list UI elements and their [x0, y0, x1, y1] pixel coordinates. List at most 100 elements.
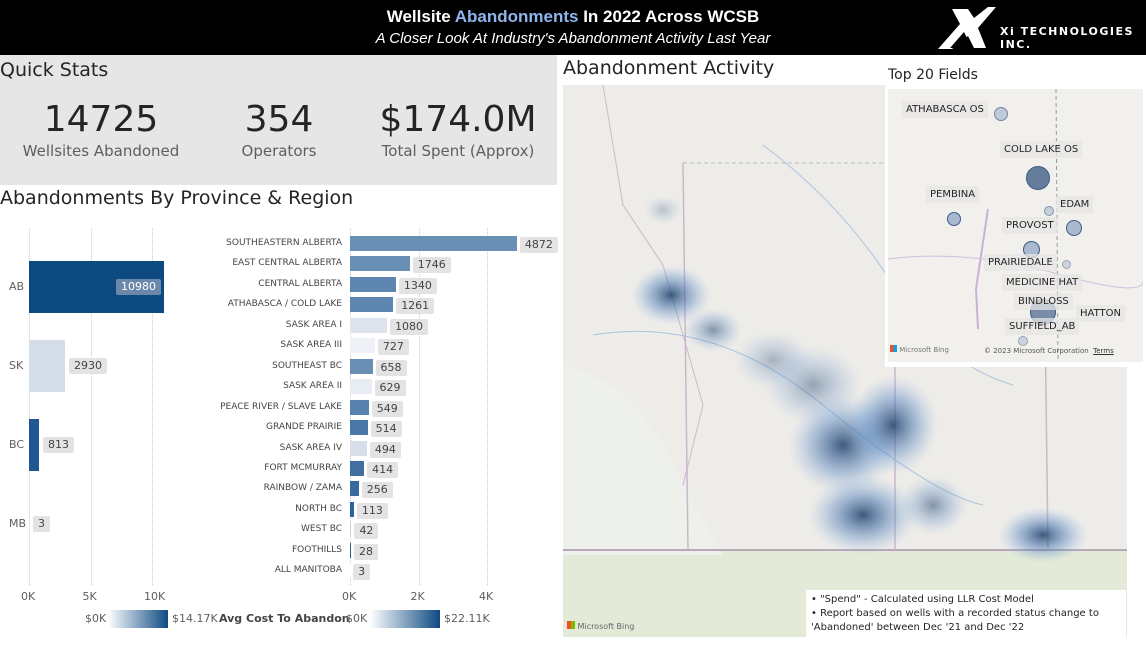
quick-stats-panel: Quick Stats 14725 Wellsites Abandoned 354…	[0, 55, 557, 185]
data-label: 629	[374, 380, 406, 397]
gridline	[29, 228, 30, 585]
gridline	[152, 228, 153, 585]
data-label: 4872	[519, 237, 558, 253]
category-label: SASK AREA I	[285, 319, 342, 330]
data-label: 2930	[69, 358, 108, 374]
x-tick-label: 0K	[21, 590, 36, 603]
x-tick-label: 5K	[82, 590, 97, 603]
stat-label: Total Spent (Approx)	[381, 142, 535, 160]
field-label: ATHABASCA OS	[902, 101, 988, 118]
xi-logo-icon	[938, 7, 996, 49]
gridline	[487, 228, 488, 585]
gridline	[418, 228, 420, 585]
data-label: 3	[33, 516, 51, 532]
region-bar	[350, 276, 396, 292]
x-tick-label: 10K	[144, 590, 166, 603]
region-color-scale	[370, 610, 440, 628]
microsoft-logo-icon	[890, 345, 897, 352]
province-section-title: Abandonments By Province & Region	[0, 187, 354, 209]
category-label: NORTH BC	[295, 503, 342, 514]
stat-total-spent: $174.0M Total Spent (Approx)	[368, 99, 548, 160]
stat-value: 354	[244, 99, 314, 140]
category-label: CENTRAL ALBERTA	[258, 278, 342, 289]
microsoft-logo-icon	[567, 621, 575, 629]
note-text: Report based on wells with a recorded st…	[811, 608, 1099, 633]
data-label: 1340	[398, 277, 437, 294]
category-label: GRANDE PRAIRIE	[266, 422, 342, 433]
data-label: 494	[369, 441, 401, 458]
province-legend-max: $14.17K	[172, 612, 218, 625]
field-label: COLD LAKE OS	[1000, 141, 1083, 158]
data-label: 1746	[412, 257, 451, 274]
category-label: FOOTHILLS	[291, 544, 342, 555]
field-label: SUFFIELD_AB	[1005, 318, 1080, 335]
region-bar	[350, 236, 517, 251]
province-legend-min: $0K	[85, 612, 107, 625]
title-part: Wellsite	[386, 7, 455, 26]
region-bar	[350, 338, 375, 354]
data-label: 3	[353, 564, 371, 581]
note-item: • Report based on wells with a recorded …	[811, 608, 1099, 633]
stat-value: 14725	[43, 99, 159, 140]
field-label: MEDICINE HAT	[1002, 274, 1083, 291]
field-label: PRAIRIEDALE	[984, 254, 1057, 271]
data-label: 514	[370, 421, 402, 438]
region-bar	[350, 399, 369, 415]
category-label: SASK AREA III	[280, 340, 342, 351]
province-color-scale	[108, 610, 168, 628]
category-label: MB	[9, 517, 27, 530]
attribution-text: Microsoft Bing	[899, 346, 949, 354]
dashboard-title: Wellsite Abandonments In 2022 Across WCS…	[0, 7, 1146, 27]
data-label: 1080	[389, 318, 428, 335]
data-label: 42	[354, 523, 379, 540]
region-bar	[350, 420, 368, 436]
note-item: • "Spend" - Calculated using LLR Cost Mo…	[811, 594, 1034, 605]
note-text: "Spend" - Calculated using LLR Cost Mode…	[820, 594, 1034, 605]
category-label: SASK AREA II	[283, 381, 342, 392]
title-highlight: Abandonments	[454, 7, 579, 26]
bar-sk	[29, 340, 66, 392]
terms-link[interactable]: Terms	[1093, 347, 1114, 355]
gridline	[90, 228, 92, 585]
data-label: 10980	[116, 279, 162, 295]
category-label: ALL MANITOBA	[274, 565, 342, 576]
category-label: FORT MCMURRAY	[264, 462, 342, 473]
logo-text: Xi TECHNOLOGIES INC.	[1000, 25, 1134, 51]
data-label: 549	[371, 400, 403, 417]
region-bar	[350, 379, 372, 395]
category-label: EAST CENTRAL ALBERTA	[232, 258, 342, 269]
region-bar	[350, 317, 387, 333]
data-label: 28	[353, 543, 378, 560]
category-label: RAINBOW / ZAMA	[263, 483, 342, 494]
top-fields-map[interactable]: ATHABASCA OS COLD LAKE OS PEMBINA EDAM P…	[888, 89, 1143, 362]
region-bar	[350, 358, 373, 374]
category-label: AB	[9, 280, 25, 293]
stat-operators: 354 Operators	[189, 99, 369, 160]
data-label: 414	[367, 461, 399, 478]
inset-copyright: © 2023 Microsoft Corporation Terms	[984, 347, 1114, 355]
stat-value: $174.0M	[379, 99, 537, 140]
region-bar	[350, 542, 351, 558]
field-label: HATTON	[1076, 305, 1125, 322]
region-legend-min: $0K	[346, 612, 368, 625]
data-label: 727	[377, 339, 409, 356]
data-label: 1261	[396, 298, 435, 315]
stat-label: Wellsites Abandoned	[22, 142, 180, 160]
category-label: PEACE RIVER / SLAVE LAKE	[220, 401, 342, 412]
region-bar	[350, 460, 365, 476]
stat-wellsites: 14725 Wellsites Abandoned	[11, 99, 191, 160]
attribution-text: Microsoft Bing	[577, 622, 635, 631]
x-tick-label: 2K	[410, 590, 425, 603]
inset-attribution: Microsoft Bing	[890, 345, 949, 354]
heat-blobs	[631, 195, 1088, 563]
dashboard-subtitle: A Closer Look At Industry's Abandonment …	[375, 30, 771, 47]
category-label: BC	[9, 438, 25, 451]
quick-stats-title: Quick Stats	[0, 59, 109, 81]
inset-title: Top 20 Fields	[888, 67, 978, 83]
map-title: Abandonment Activity	[563, 57, 775, 79]
region-bar	[350, 256, 410, 272]
field-label: EDAM	[1056, 196, 1094, 213]
data-label: 813	[42, 437, 74, 453]
region-bar	[350, 522, 352, 538]
category-label: ATHABASCA / COLD LAKE	[227, 299, 342, 310]
